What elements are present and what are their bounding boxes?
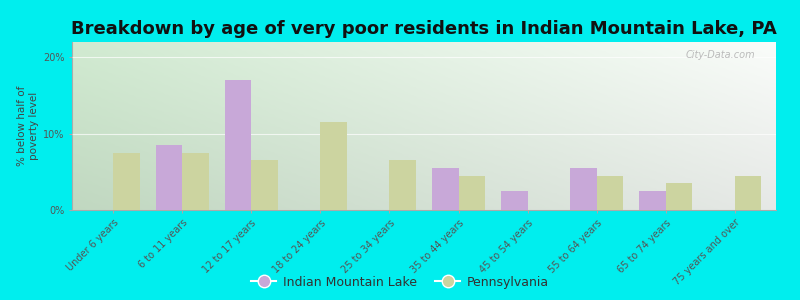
Text: City-Data.com: City-Data.com [686,50,755,60]
Bar [597,176,622,210]
Bar [734,176,761,210]
Bar [321,122,346,210]
Bar [226,80,251,210]
Bar [502,191,527,210]
Bar [458,176,485,210]
Legend: Indian Mountain Lake, Pennsylvania: Indian Mountain Lake, Pennsylvania [246,271,554,294]
Y-axis label: % below half of
poverty level: % below half of poverty level [17,86,38,166]
Bar [390,160,416,210]
Bar [639,191,666,210]
Title: Breakdown by age of very poor residents in Indian Mountain Lake, PA: Breakdown by age of very poor residents … [71,20,777,38]
Bar [251,160,278,210]
Bar [570,168,597,210]
Bar [114,153,140,210]
Bar [432,168,458,210]
Bar [666,183,692,210]
Bar [182,153,209,210]
Bar [156,145,182,210]
